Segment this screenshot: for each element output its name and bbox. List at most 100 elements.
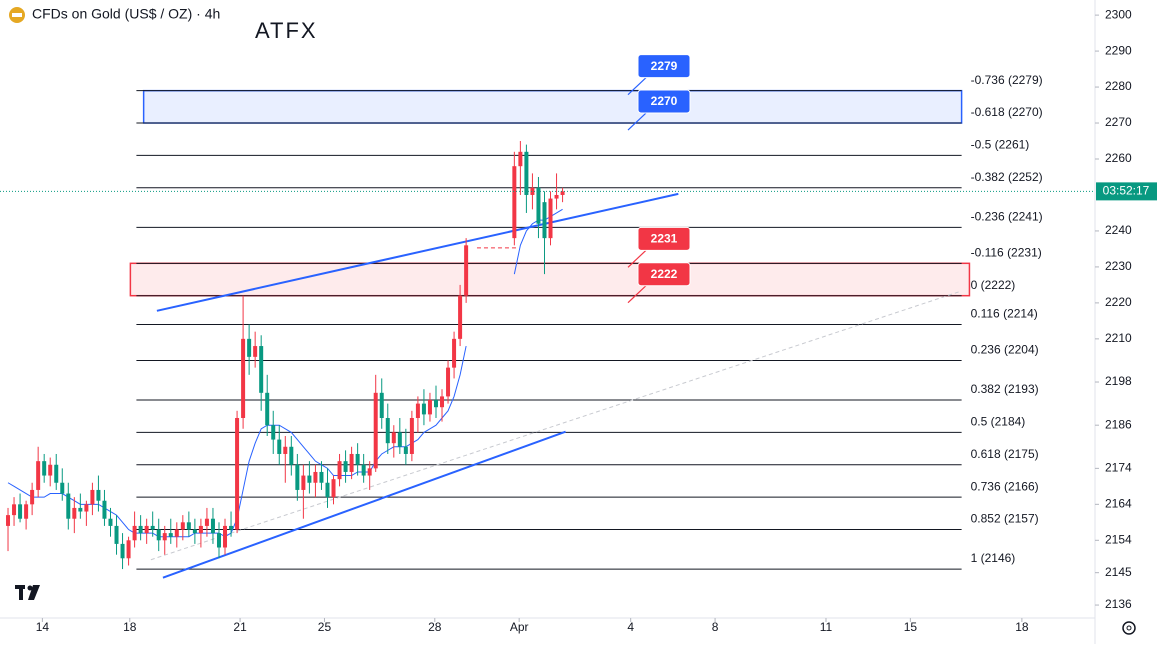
- brand-logo: ATFX: [255, 18, 318, 43]
- y-tick-label: 2210: [1105, 331, 1132, 345]
- candle-body: [150, 525, 155, 530]
- candle-body: [90, 489, 95, 505]
- candle-body: [301, 475, 306, 490]
- candle-body: [415, 403, 420, 418]
- candle-body: [277, 439, 282, 454]
- candle-body: [361, 464, 366, 476]
- fib-label: 0.382 (2193): [971, 382, 1039, 396]
- fib-label: -0.116 (2231): [971, 245, 1042, 259]
- y-tick-label: 2260: [1105, 151, 1132, 165]
- candle-body: [108, 518, 113, 526]
- x-tick-label: 25: [318, 620, 332, 634]
- candle-body: [518, 151, 523, 167]
- candle-body: [216, 533, 221, 548]
- fib-label: 1 (2146): [971, 551, 1016, 565]
- trendline: [162, 430, 566, 579]
- x-tick-label: 18: [1015, 620, 1029, 634]
- y-tick-label: 2136: [1105, 597, 1132, 611]
- candle-body: [343, 461, 348, 472]
- candle-body: [325, 482, 330, 498]
- y-tick-label: 2230: [1105, 259, 1132, 273]
- trendline: [150, 291, 960, 561]
- candle-body: [42, 461, 47, 476]
- candle-body: [554, 194, 559, 199]
- candle-body: [331, 479, 336, 498]
- candle-body: [289, 446, 294, 465]
- candle-body: [235, 417, 240, 530]
- candle-body: [367, 468, 372, 476]
- y-tick-label: 2270: [1105, 115, 1132, 129]
- candle-body: [223, 525, 228, 548]
- candle-body: [560, 191, 565, 195]
- candle-body: [458, 295, 463, 339]
- x-tick-label: 18: [123, 620, 137, 634]
- price-tag-label: 2222: [651, 267, 678, 281]
- candle-body: [427, 400, 432, 415]
- fib-label: 0.236 (2204): [971, 343, 1039, 357]
- candle-body: [12, 504, 17, 516]
- candle-body: [84, 504, 89, 512]
- price-tag-label: 2231: [651, 231, 678, 245]
- price-zone: [142, 89, 963, 124]
- candle-body: [114, 525, 119, 544]
- candle-body: [307, 475, 312, 483]
- candle-body: [36, 461, 41, 490]
- plot-area: -0.736 (2279) -0.618 (2270) -0.5 (2261) -0.…: [0, 54, 1095, 579]
- candle-body: [126, 540, 131, 559]
- candle-body: [464, 245, 469, 296]
- x-tick-label: 21: [233, 620, 247, 634]
- candle-body: [295, 464, 300, 490]
- candle-body: [259, 346, 264, 393]
- candle-body: [385, 417, 390, 444]
- candle-body: [433, 400, 438, 408]
- candle-body: [283, 446, 288, 454]
- x-tick-label: Apr: [510, 620, 529, 634]
- tag-pointer: [627, 285, 647, 304]
- chart-title: CFDs on Gold (US$ / OZ) · 4h: [32, 6, 220, 22]
- fib-label: 0.852 (2157): [971, 512, 1039, 526]
- candle-body: [397, 432, 402, 447]
- candle-body: [253, 346, 258, 357]
- price-tag: [637, 54, 691, 79]
- price-tag: [637, 262, 691, 287]
- fib-label: 0.618 (2175): [971, 447, 1039, 461]
- candle-body: [48, 464, 53, 476]
- trendline: [156, 192, 679, 312]
- candle-body: [144, 525, 149, 534]
- tag-pointer: [627, 249, 647, 268]
- x-tick-label: 11: [820, 620, 833, 634]
- candle-body: [18, 504, 23, 519]
- candle-body: [204, 518, 209, 526]
- candle-body: [421, 403, 426, 415]
- candle-body: [132, 525, 137, 541]
- y-tick-label: 2280: [1105, 79, 1132, 93]
- candle-body: [30, 489, 35, 505]
- candle-body: [60, 482, 65, 494]
- candle-body: [355, 453, 360, 465]
- x-tick-label: 4: [627, 620, 634, 634]
- fib-label: 0.5 (2184): [971, 415, 1026, 429]
- symbol-icon-bar: [12, 13, 22, 17]
- fib-label: -0.618 (2270): [971, 105, 1043, 119]
- candle-body: [512, 166, 517, 239]
- candle-body: [102, 500, 107, 519]
- candle-body: [542, 202, 547, 239]
- countdown: 03:52:17: [1103, 184, 1150, 198]
- candle-body: [379, 392, 384, 418]
- fib-label: -0.5 (2261): [971, 138, 1030, 152]
- candle-body: [180, 522, 185, 530]
- y-tick-label: 2220: [1105, 295, 1132, 309]
- candle-body: [440, 396, 445, 408]
- tradingview-logo: [15, 585, 40, 600]
- price-zone: [129, 262, 971, 297]
- candle-body: [24, 504, 29, 519]
- settings-icon[interactable]: [1122, 621, 1136, 635]
- candle-body: [66, 493, 71, 519]
- candle-body: [536, 187, 541, 224]
- candle-body: [192, 529, 197, 534]
- fib-label: -0.236 (2241): [971, 210, 1043, 224]
- x-tick-label: 8: [712, 620, 719, 634]
- candle-body: [168, 533, 173, 537]
